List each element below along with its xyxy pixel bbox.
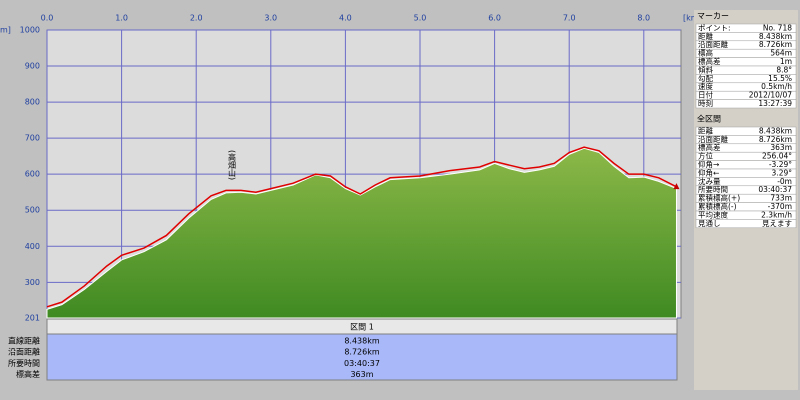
row-value: 2012/10/07	[749, 91, 792, 100]
row-value: 03:40:37	[758, 185, 792, 194]
y-tick-label: 900	[25, 62, 40, 71]
row-label: 標高差	[698, 56, 721, 66]
row-value: -3.29°	[769, 160, 792, 169]
section-title: 全区間	[697, 114, 721, 124]
row-value: 8.438km	[344, 337, 380, 346]
row-label: 累積標高(-)	[698, 201, 737, 211]
row-label: 直線距離	[8, 336, 40, 346]
row-value: 見えます	[762, 219, 792, 228]
row-label: 勾配	[698, 73, 713, 83]
row-label: 仰角→	[698, 159, 719, 169]
table-body	[46, 333, 678, 381]
row-label: 距離	[698, 125, 713, 135]
terrain-area	[46, 147, 677, 319]
row-value: -0m	[777, 177, 792, 186]
row-label: 傾斜	[698, 64, 713, 74]
marker	[673, 183, 680, 190]
x-tick-label: 3.0	[264, 14, 277, 23]
row-label: 時刻	[698, 98, 713, 108]
x-tick-label: 7.0	[563, 14, 576, 23]
row-value: 733m	[770, 194, 792, 203]
row-value: No. 718	[763, 23, 792, 32]
x-tick-label: 8.0	[637, 14, 650, 23]
row-label: ポイント:	[698, 23, 731, 32]
row-label: 仰角←	[698, 167, 719, 177]
y-tick-label: 800	[25, 98, 40, 107]
x-tick-label: 0.0	[41, 14, 54, 23]
row-value: 564m	[770, 49, 792, 58]
row-value: 03:40:37	[344, 359, 380, 368]
y-unit: m]	[0, 26, 11, 35]
row-label: 日付	[698, 90, 713, 100]
y-tick-label: 400	[25, 242, 40, 251]
row-label: 所要時間	[8, 358, 40, 368]
y-tick-label: 600	[25, 170, 40, 179]
row-label: 沿面距離	[8, 347, 40, 357]
table-header-text: 区間 1	[350, 323, 374, 332]
row-value: 2.3km/h	[761, 210, 792, 219]
annotation: (高畑山)	[228, 150, 237, 180]
x-unit: [km]	[683, 14, 702, 23]
row-cell	[695, 99, 797, 109]
row-value: 15.5%	[768, 74, 792, 83]
y-tick-label: 700	[25, 134, 40, 143]
row-cell	[695, 219, 797, 229]
y-tick-label: 500	[25, 206, 40, 215]
row-value: 8.8°	[776, 65, 792, 74]
row-label: 標高	[698, 48, 713, 58]
row-value: 8.438km	[759, 126, 792, 135]
row-label: 沈み量	[698, 176, 721, 186]
row-label: 累積標高(+)	[698, 193, 740, 203]
row-value: 8.726km	[344, 348, 380, 357]
y-tick-label: 201	[25, 314, 40, 323]
x-tick-label: 1.0	[115, 14, 128, 23]
row-label: 平均速度	[698, 209, 728, 219]
row-value: 363m	[770, 143, 792, 152]
x-tick-label: 4.0	[339, 14, 352, 23]
table-rows: 直線距離 8.438km 沿面距離 8.726km 所要時間 03:40:37 標高差 363…	[8, 336, 380, 380]
row-label: 方位	[698, 151, 713, 161]
row-value: 363m	[350, 370, 373, 379]
row-label: 見通し	[698, 218, 721, 228]
row-value: -370m	[768, 202, 792, 211]
row-value: 8.438km	[759, 32, 792, 41]
section-title: マーカー	[697, 12, 729, 21]
y-tick-label: 300	[25, 278, 40, 287]
x-tick-label: 6.0	[488, 14, 501, 23]
row-value: 8.726km	[759, 135, 792, 144]
x-tick-label: 5.0	[414, 14, 427, 23]
row-label: 沿面距離	[698, 134, 728, 144]
row-value: 3.29°	[772, 168, 793, 177]
row-label: 標高差	[16, 369, 40, 379]
row-value: 256.04°	[762, 152, 792, 161]
row-label: 距離	[698, 31, 713, 41]
row-value: 1m	[780, 57, 792, 66]
row-value: 13:27:39	[758, 99, 792, 108]
row-label: 所要時間	[698, 184, 728, 194]
row-label: 速度	[698, 81, 713, 91]
y-tick-label: 1000	[20, 26, 40, 35]
row-label: 標高差	[698, 142, 721, 152]
row-value: 0.5km/h	[761, 82, 792, 91]
row-value: 8.726km	[759, 40, 792, 49]
track-line	[46, 146, 677, 308]
row-label: 沿面距離	[698, 39, 728, 49]
x-tick-label: 2.0	[190, 14, 203, 23]
plot	[46, 29, 681, 319]
